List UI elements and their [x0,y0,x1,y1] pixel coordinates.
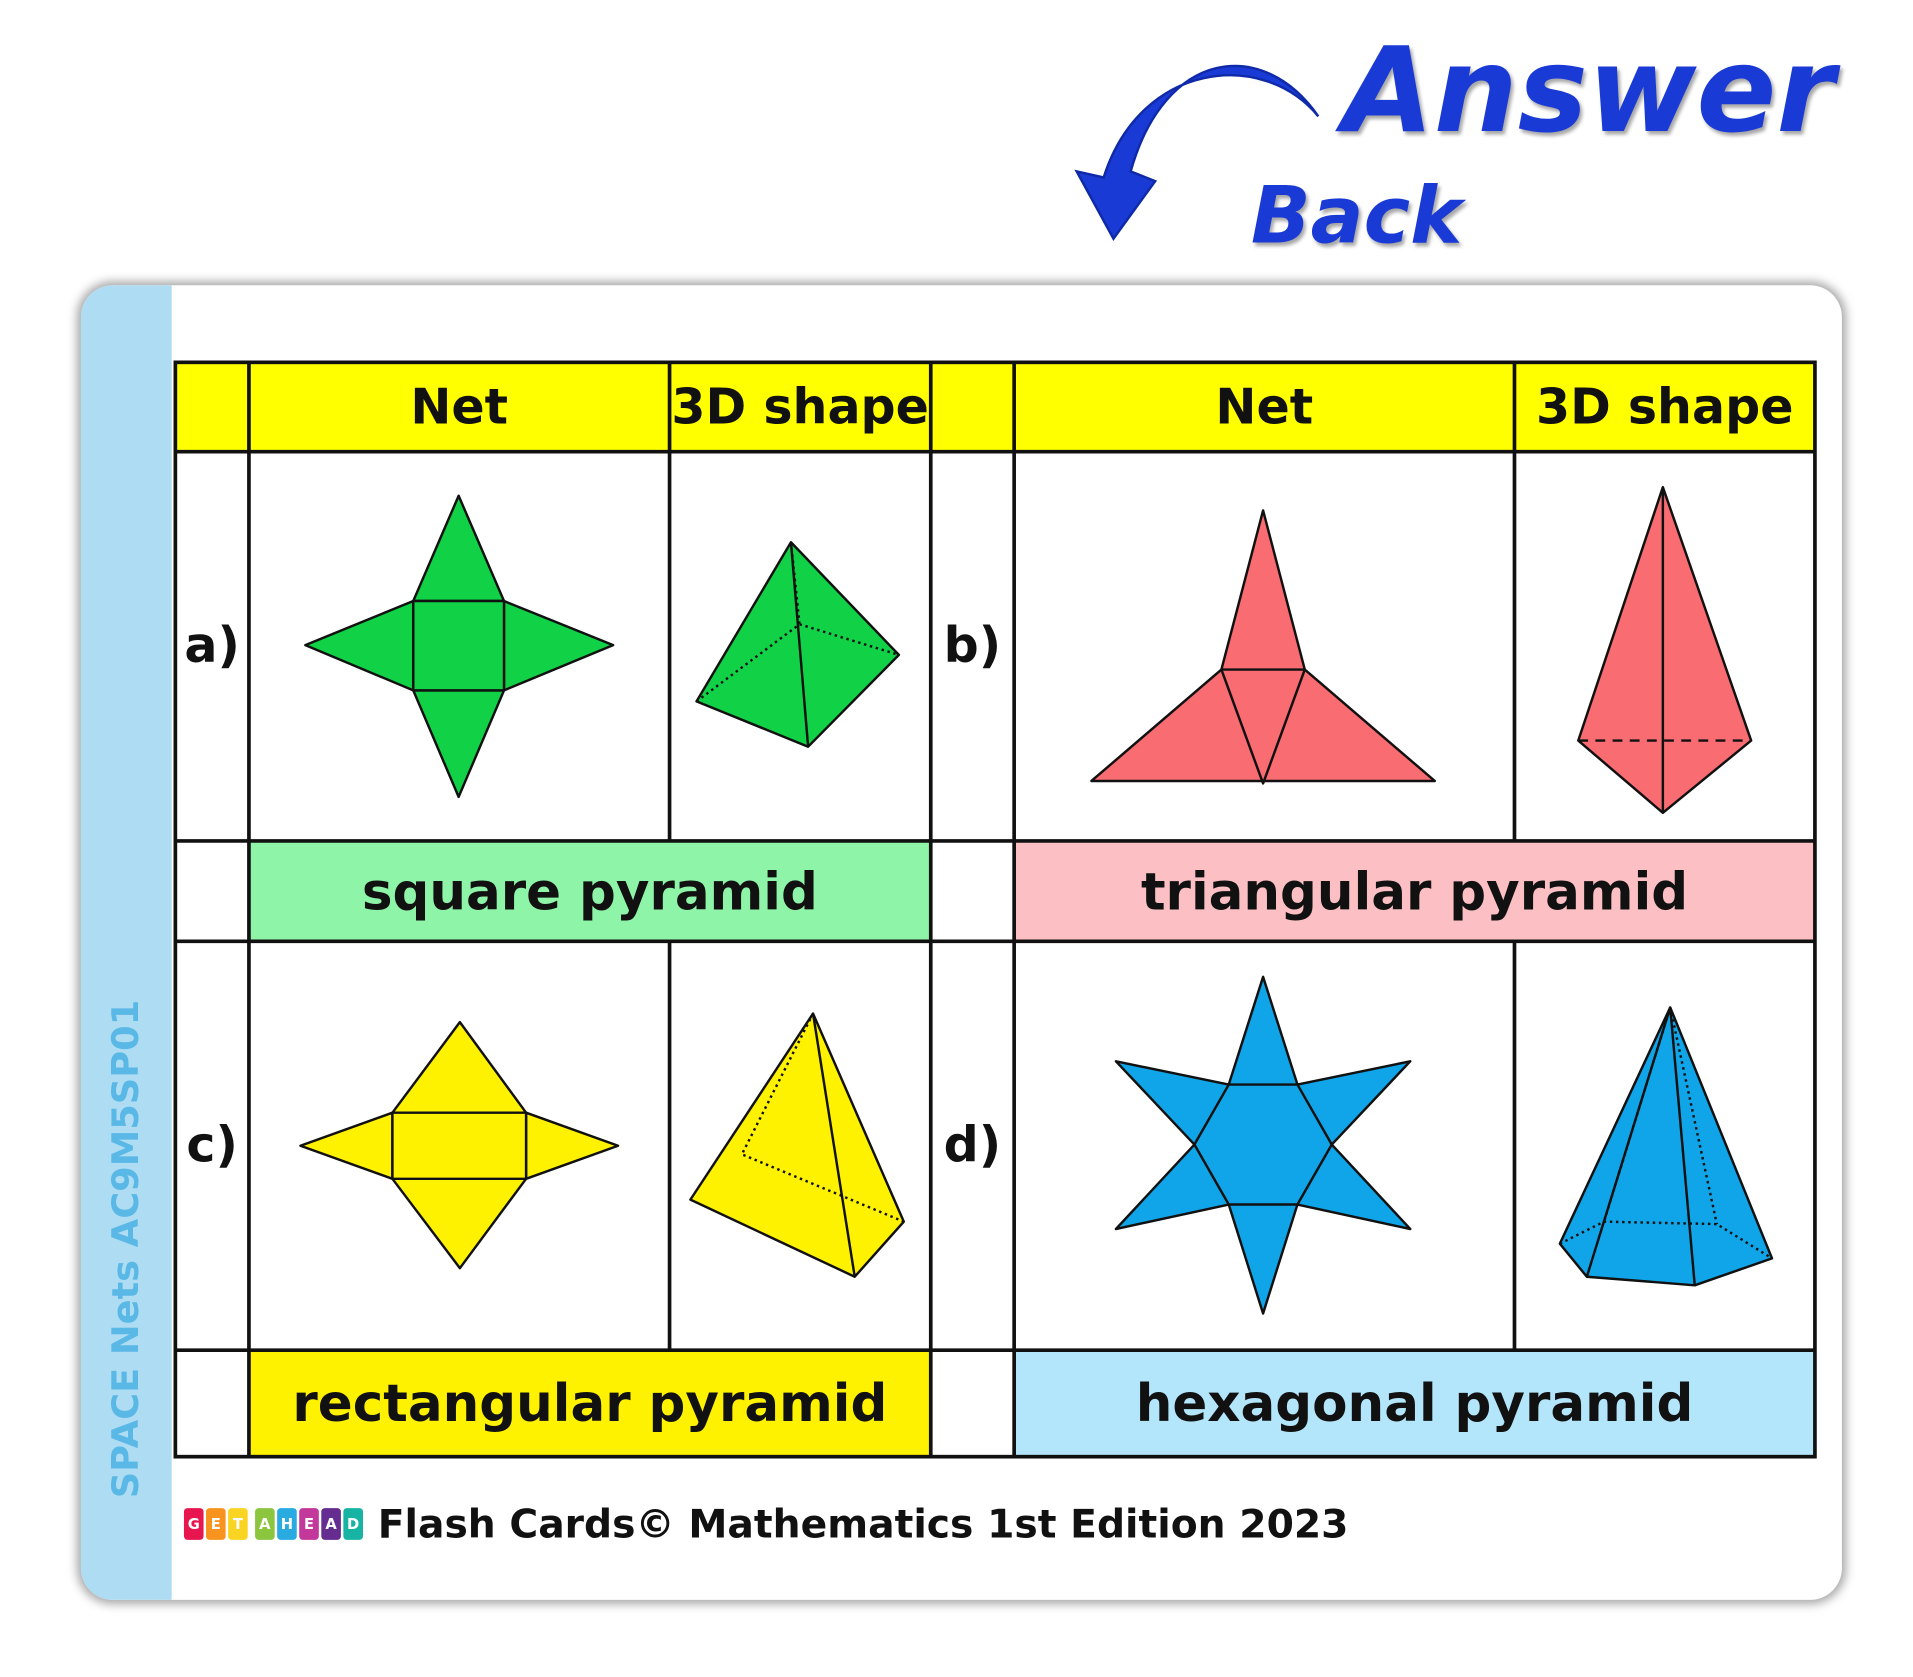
rectangular-pyramid-net [299,1020,620,1270]
hexagonal-pyramid-3d [1558,1006,1774,1287]
header-shape-right: 3D shape [1514,362,1815,452]
header-blank [930,362,1015,452]
answer-label: rectangular pyramid [248,1350,931,1457]
item-letter: b) [943,618,1002,675]
header-net-left: Net [248,362,670,452]
logo-letter: A [255,1508,275,1540]
footer-text: Flash Cards© Mathematics 1st Edition 202… [377,1500,1349,1548]
triangular-pyramid-3d [1577,485,1753,815]
header-net-right: Net [1014,362,1515,452]
item-letter: d) [943,1117,1002,1174]
footer: G E T A H E A D Flash Cards© Mathematics… [183,1500,1349,1548]
item-letter: c) [186,1117,238,1174]
square-pyramid-3d [695,541,901,748]
answer-label: square pyramid [248,840,931,942]
logo-letter: E [206,1508,226,1540]
answer-title: Answer [1342,22,1835,160]
logo-letter: E [299,1508,319,1540]
back-label[interactable]: Back [1250,171,1463,262]
curved-arrow-back-icon[interactable] [1067,49,1337,257]
getahead-logo: G E T A H E A D [183,1508,363,1540]
side-strip: SPACE Nets AC9M5SP01 [80,285,172,1600]
answer-label: hexagonal pyramid [1014,1350,1815,1457]
logo-letter: T [228,1508,248,1540]
triangular-pyramid-net [1090,509,1436,785]
logo-letter: A [321,1508,341,1540]
answer-label: triangular pyramid [1014,840,1815,942]
hexagonal-pyramid-net [1114,975,1412,1315]
square-pyramid-net [304,494,615,799]
item-letter: a) [184,618,240,675]
logo-letter: G [183,1508,204,1540]
rectangular-pyramid-3d [689,1012,906,1278]
logo-letter: D [343,1508,363,1540]
header-blank [175,362,249,452]
header-shape-left: 3D shape [669,362,931,452]
table-grid [173,360,1817,1459]
logo-letter: H [277,1508,297,1540]
